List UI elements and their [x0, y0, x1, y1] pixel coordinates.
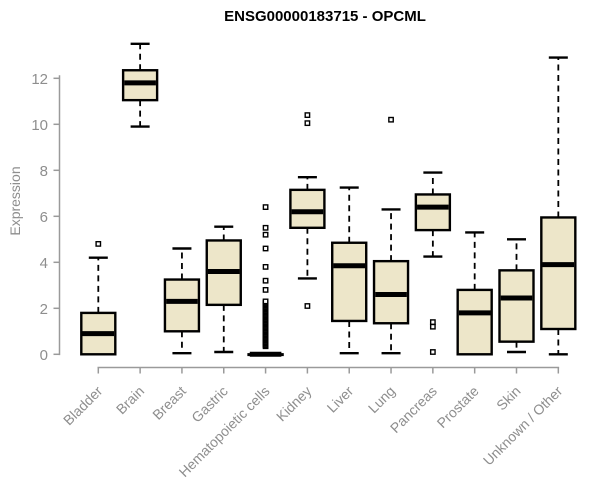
outlier-point-hematopoietic-cells	[262, 231, 269, 238]
outlier-point-hematopoietic-cells	[262, 245, 269, 252]
chart-title: ENSG00000183715 - OPCML	[224, 8, 426, 25]
outlier-point-hematopoietic-cells	[262, 287, 269, 293]
x-category-label: Liver	[324, 383, 357, 416]
outlier-point-bladder	[95, 240, 102, 247]
box-unknown-other	[540, 216, 577, 331]
outlier-point-hematopoietic-cells	[262, 264, 269, 270]
outlier-point-kidney	[304, 303, 311, 309]
outlier-point-kidney	[304, 112, 311, 119]
box-pancreas	[414, 193, 452, 232]
x-category-label: Kidney	[273, 383, 315, 425]
y-tick-label: 12	[31, 71, 48, 88]
x-category-label: Bladder	[60, 383, 106, 429]
outlier-point-pancreas	[429, 323, 436, 330]
y-tick-label: 8	[40, 163, 48, 180]
outlier-point-hematopoietic-cells	[262, 298, 269, 305]
x-category-label: Prostate	[434, 383, 482, 431]
outlier-point-lung	[388, 116, 394, 123]
outlier-point-hematopoietic-cells	[262, 224, 269, 231]
outlier-point-hematopoietic-cells	[262, 277, 269, 284]
box-kidney	[289, 188, 326, 230]
x-category-label: Lung	[365, 383, 398, 416]
outlier-point-hematopoietic-cells	[262, 204, 269, 210]
x-category-label: Unknown / Other	[480, 383, 566, 469]
x-category-label: Brain	[113, 383, 147, 417]
x-category-label: Breast	[149, 383, 189, 423]
box-liver	[331, 241, 368, 323]
outlier-point-kidney	[304, 120, 311, 127]
y-tick-label: 0	[40, 347, 48, 364]
y-tick-label: 6	[40, 209, 48, 226]
outlier-point-pancreas	[429, 349, 436, 355]
y-tick-label: 10	[31, 117, 48, 134]
y-tick-label: 4	[40, 255, 48, 272]
outlier-point-pancreas	[429, 319, 436, 325]
box-skin	[498, 269, 535, 343]
box-breast	[163, 278, 201, 333]
y-tick-label: 2	[40, 301, 48, 318]
box-prostate	[456, 288, 493, 356]
x-category-label: Skin	[493, 383, 524, 414]
